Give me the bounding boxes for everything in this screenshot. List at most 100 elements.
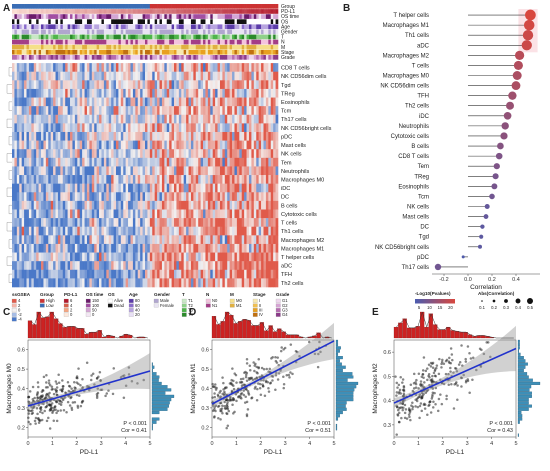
- lollipop-category-label: Th1 cells: [405, 33, 429, 39]
- track-cell: [36, 9, 39, 14]
- scatter-point: [42, 375, 46, 379]
- heatmap-cell: [224, 149, 228, 159]
- heatmap-cell: [101, 80, 105, 90]
- heatmap-cell: [251, 269, 255, 279]
- heatmap-cell: [79, 106, 83, 116]
- track-cell: [82, 19, 85, 24]
- size-legend-title: Abs(Correlation): [478, 291, 515, 296]
- track-cell: [12, 14, 15, 19]
- track-cell: [219, 29, 223, 35]
- heatmap-cell: [217, 252, 221, 262]
- track-cell: [239, 34, 243, 40]
- heatmap-cell: [248, 123, 252, 133]
- y-tick-label: 0.2: [17, 425, 25, 431]
- heatmap-cell: [234, 209, 238, 219]
- heatmap-cell: [36, 71, 39, 81]
- heatmap-cell: [79, 218, 83, 228]
- track-cell: [178, 44, 182, 50]
- heatmap-cell: [43, 123, 47, 133]
- heatmap-cell: [120, 106, 124, 116]
- heatmap-cell: [125, 157, 129, 167]
- heatmap-cell: [142, 88, 146, 98]
- heatmap-cell: [152, 114, 155, 124]
- heatmap-cell: [145, 149, 148, 159]
- heatmap-cell: [268, 252, 272, 262]
- x-hist-bar: [71, 326, 76, 339]
- track-cell: [82, 4, 85, 9]
- heatmap-cell: [200, 131, 204, 141]
- scatter-point: [266, 380, 270, 384]
- heatmap-cell: [236, 80, 240, 90]
- heatmap-cell: [94, 252, 97, 262]
- heatmap-cell: [195, 192, 199, 202]
- heatmap-cell: [263, 226, 267, 236]
- heatmap-cell: [227, 140, 230, 150]
- heatmap-cell: [178, 71, 182, 81]
- heatmap-cell: [171, 71, 175, 81]
- heatmap-cell: [258, 97, 262, 107]
- heatmap-cell: [166, 226, 170, 236]
- heatmap-cell: [103, 140, 107, 150]
- heatmap-cell: [125, 106, 129, 116]
- heatmap-cell: [137, 226, 141, 236]
- track-cell: [62, 24, 66, 30]
- heatmap-cell: [135, 278, 139, 288]
- legend-title: Gender: [154, 292, 170, 297]
- heatmap-cell: [268, 106, 272, 116]
- track-cell: [219, 14, 223, 19]
- heatmap-cell: [268, 131, 272, 141]
- track-cell: [193, 4, 197, 9]
- heatmap-cell: [157, 175, 160, 184]
- heatmap-cell: [219, 200, 223, 210]
- heatmap-cell: [232, 243, 235, 253]
- heatmap-cell: [53, 157, 56, 167]
- heatmap-cell: [70, 131, 73, 141]
- heatmap-cell: [251, 209, 255, 219]
- heatmap-cell: [57, 200, 61, 210]
- heatmap-cell: [232, 175, 235, 184]
- track-cell: [224, 29, 228, 35]
- track-cell: [265, 24, 269, 30]
- heatmap-row-label: Th2 cells: [281, 281, 304, 287]
- heatmap-cell: [171, 209, 175, 219]
- heatmap-cell: [176, 80, 180, 90]
- track-cell: [67, 39, 71, 45]
- heatmap-cell: [113, 97, 117, 107]
- heatmap-cell: [55, 192, 59, 202]
- heatmap-cell: [198, 106, 201, 116]
- heatmap-cell: [125, 123, 129, 133]
- heatmap-cell: [166, 63, 170, 73]
- heatmap-cell: [31, 209, 35, 219]
- heatmap-cell: [57, 123, 61, 133]
- heatmap-cell: [91, 97, 95, 107]
- heatmap-cell: [275, 131, 279, 141]
- heatmap-cell: [82, 149, 85, 159]
- track-cell: [12, 9, 15, 14]
- heatmap-cell: [38, 140, 42, 150]
- heatmap-cell: [215, 235, 218, 245]
- heatmap-cell: [120, 269, 124, 279]
- heatmap-cell: [48, 80, 51, 90]
- track-cell: [16, 29, 20, 35]
- heatmap-cell: [101, 235, 105, 245]
- heatmap-cell: [261, 209, 264, 219]
- heatmap-cell: [74, 149, 78, 159]
- scatter-point: [57, 381, 61, 384]
- heatmap-cell: [181, 149, 184, 159]
- heatmap-cell: [198, 243, 201, 253]
- heatmap-cell: [26, 80, 30, 90]
- heatmap-cell: [275, 80, 279, 90]
- p-legend-title: -Log10(Pvalues): [415, 291, 451, 296]
- heatmap-cell: [53, 63, 56, 73]
- track-label: Age: [281, 24, 290, 30]
- heatmap-cell: [86, 218, 90, 228]
- track-cell: [234, 49, 238, 55]
- y-tick-label: 0.6: [17, 348, 25, 354]
- heatmap-cell: [79, 269, 83, 279]
- heatmap-cell: [258, 183, 262, 193]
- heatmap-row-label: NK CD56bright cells: [281, 126, 332, 132]
- scatter-point: [291, 372, 294, 376]
- track-cell: [186, 55, 189, 60]
- heatmap-cell: [154, 218, 158, 228]
- heatmap-cell: [261, 63, 264, 73]
